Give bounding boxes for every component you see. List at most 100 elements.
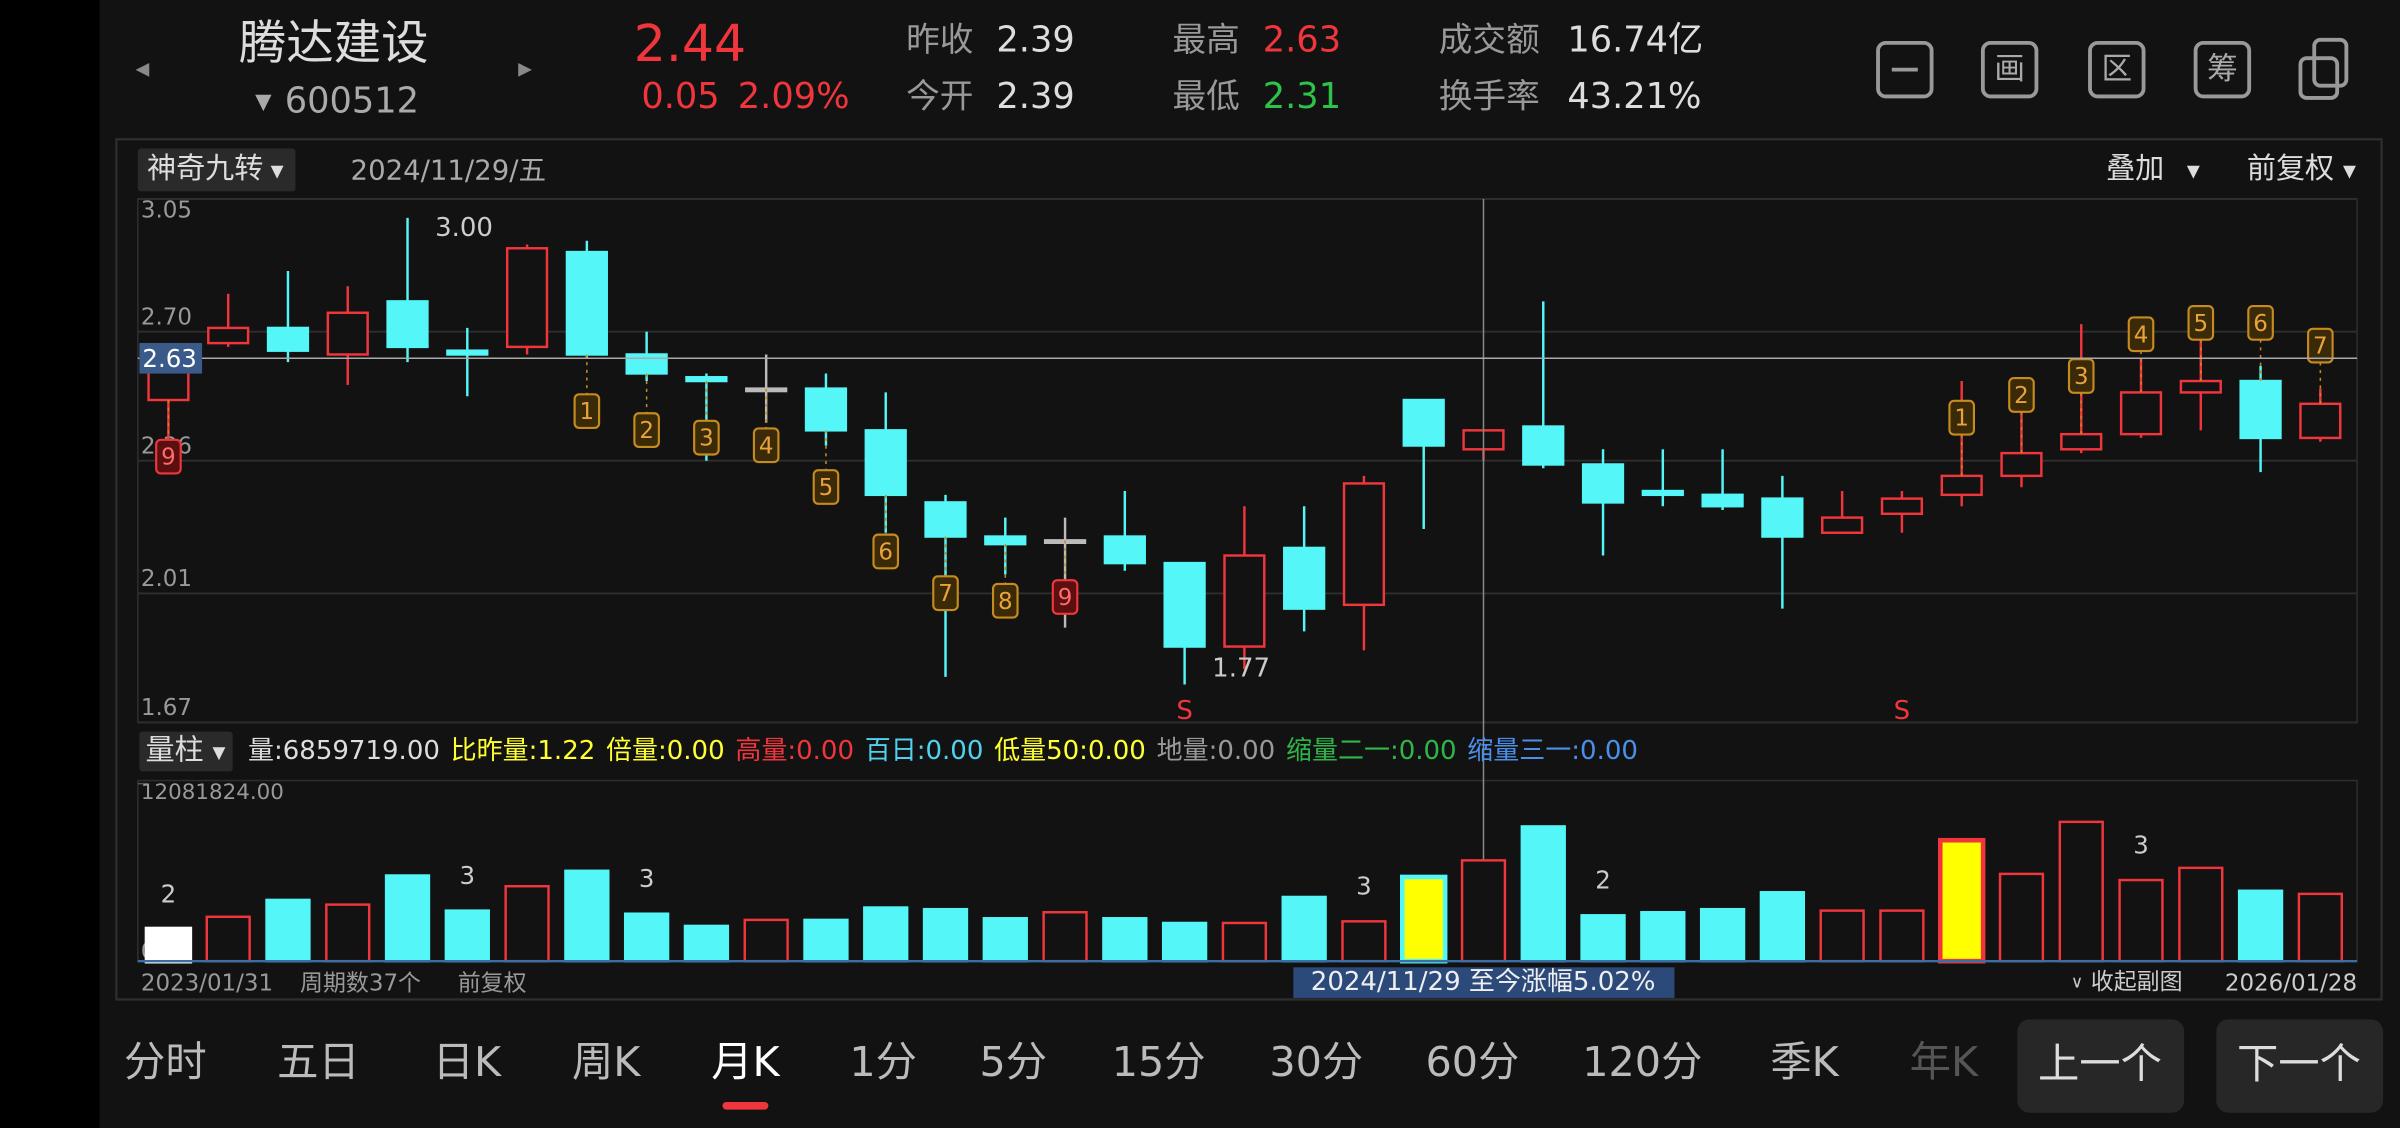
volume-bar bbox=[504, 885, 550, 963]
period-tab[interactable]: 60分 bbox=[1425, 1038, 1519, 1086]
volume-bar bbox=[1042, 911, 1088, 963]
nine-turn-label: 2 bbox=[2014, 383, 2029, 409]
signal: S bbox=[1894, 696, 1911, 726]
nine-turn-label: 6 bbox=[878, 539, 893, 565]
stat-value: 2.39 bbox=[996, 19, 1074, 60]
candle-body bbox=[2299, 402, 2342, 440]
indicator-value: 缩量三一:0.00 bbox=[1467, 736, 1638, 766]
volume-bar bbox=[1937, 837, 1986, 964]
period-tab[interactable]: 分时 bbox=[124, 1038, 207, 1086]
period-tab[interactable]: 季K bbox=[1770, 1038, 1839, 1086]
volume-bar bbox=[1998, 872, 2045, 963]
price: 2.44 bbox=[634, 14, 746, 73]
code-caret[interactable]: ▼ bbox=[255, 90, 272, 115]
volume-bar bbox=[623, 912, 670, 963]
minimize-icon[interactable] bbox=[1876, 40, 1934, 99]
candle-body bbox=[2000, 451, 2043, 478]
candle-body bbox=[1283, 546, 1326, 610]
candle-body bbox=[625, 353, 668, 375]
nine-turn-box bbox=[155, 438, 182, 475]
volume-bar bbox=[564, 869, 610, 963]
volume-tick-label: 12081824.00 bbox=[141, 780, 284, 805]
candle-body bbox=[1581, 463, 1625, 504]
period-tab[interactable]: 15分 bbox=[1112, 1038, 1206, 1086]
indicator-select[interactable] bbox=[137, 148, 296, 192]
tool-icon[interactable] bbox=[2088, 40, 2146, 99]
volume-bar bbox=[1819, 909, 1865, 963]
volume-bar bbox=[1879, 909, 1925, 963]
nine-turn-label: 9 bbox=[161, 445, 176, 471]
period-tab[interactable]: 1分 bbox=[849, 1038, 917, 1086]
candle-body bbox=[1342, 482, 1386, 607]
volume-bar bbox=[265, 898, 311, 963]
stock-name: 腾达建设 bbox=[239, 16, 429, 71]
prev-button[interactable] bbox=[2017, 1019, 2185, 1113]
candle-body bbox=[446, 349, 489, 356]
nine-turn-label: 1 bbox=[580, 399, 595, 425]
candle-body bbox=[1940, 474, 1983, 497]
period-tab[interactable]: 月K bbox=[711, 1038, 780, 1086]
tool-icon-label: 区 bbox=[2101, 52, 2132, 87]
stock-code: 600512 bbox=[285, 81, 419, 122]
period-tab[interactable]: 30分 bbox=[1269, 1038, 1363, 1086]
next-stock[interactable]: ▸ bbox=[518, 52, 532, 84]
nine-turn-label: 4 bbox=[2134, 322, 2149, 348]
next-button[interactable] bbox=[2216, 1019, 2384, 1113]
volume-note: 2 bbox=[161, 879, 177, 908]
nine-turn-box bbox=[2127, 316, 2155, 353]
nine-turn-label: 6 bbox=[2253, 311, 2268, 337]
indicator-value: 量:6859719.00 bbox=[248, 736, 440, 766]
period-tab[interactable]: 年K bbox=[1910, 1038, 1979, 1086]
icon-bar bbox=[1876, 37, 2349, 100]
candle-body bbox=[1701, 493, 1744, 508]
period-tab[interactable]: 日K bbox=[433, 1038, 502, 1086]
period-tab[interactable]: 5分 bbox=[979, 1038, 1047, 1086]
indicator-value: 比昨量:1.22 bbox=[451, 736, 596, 766]
prev-stock[interactable]: ◂ bbox=[135, 52, 149, 84]
volume-bar bbox=[1399, 874, 1448, 964]
stat-value: 2.63 bbox=[1263, 19, 1341, 60]
indicator-value: 缩量二一:0.00 bbox=[1286, 736, 1457, 766]
nine-turn-box bbox=[752, 427, 780, 464]
candle-body bbox=[266, 326, 310, 352]
candle-body bbox=[2060, 432, 2103, 451]
candle-body bbox=[924, 501, 967, 538]
collapse-sub[interactable]: 收起副图 bbox=[2091, 969, 2183, 995]
volume-note: 2 bbox=[1595, 866, 1611, 895]
nine-turn-box bbox=[932, 575, 959, 612]
adjust[interactable]: 前复权 bbox=[2247, 151, 2334, 185]
volume-bar bbox=[1102, 917, 1148, 963]
volume-bar bbox=[1699, 907, 1746, 963]
volume-select[interactable] bbox=[139, 731, 233, 772]
cursor-date: 2024/11/29/五 bbox=[351, 154, 547, 186]
period-tab[interactable]: 周K bbox=[572, 1038, 641, 1086]
volume-bar bbox=[1640, 911, 1686, 963]
nine-turn-label: 3 bbox=[2074, 364, 2089, 390]
volume-bar bbox=[1520, 825, 1566, 963]
volume-bar bbox=[922, 907, 969, 963]
overlay[interactable]: 叠加 bbox=[2106, 151, 2164, 185]
period-tab[interactable]: 120分 bbox=[1582, 1038, 1702, 1086]
indicator-value: 百日:0.00 bbox=[865, 736, 984, 766]
candle-body bbox=[1821, 516, 1864, 534]
nine-turn-box bbox=[2307, 327, 2334, 364]
candle-body bbox=[2179, 379, 2222, 394]
volume-bar bbox=[444, 909, 490, 963]
tool-icon-label: 画 bbox=[1994, 52, 2025, 87]
tool-icon[interactable] bbox=[2193, 40, 2252, 99]
range-change: 2024/11/29 至今涨幅5.02% bbox=[1311, 967, 1656, 997]
y-tick-label: 1.67 bbox=[141, 695, 192, 721]
nine-turn-box bbox=[2008, 377, 2035, 413]
volume-bar bbox=[1759, 891, 1806, 963]
candle-body bbox=[326, 311, 369, 356]
tool-icon[interactable] bbox=[1980, 40, 2039, 99]
candle-body bbox=[1761, 497, 1804, 538]
stat-label: 最低 bbox=[1172, 76, 1239, 115]
volume-note: 3 bbox=[639, 864, 655, 893]
candle-body bbox=[1880, 497, 1924, 516]
stat-value: 43.21% bbox=[1567, 76, 1701, 117]
period-tab[interactable]: 五日 bbox=[277, 1038, 360, 1086]
phone-icon[interactable] bbox=[2298, 56, 2340, 100]
stat-label: 最高 bbox=[1172, 20, 1239, 59]
